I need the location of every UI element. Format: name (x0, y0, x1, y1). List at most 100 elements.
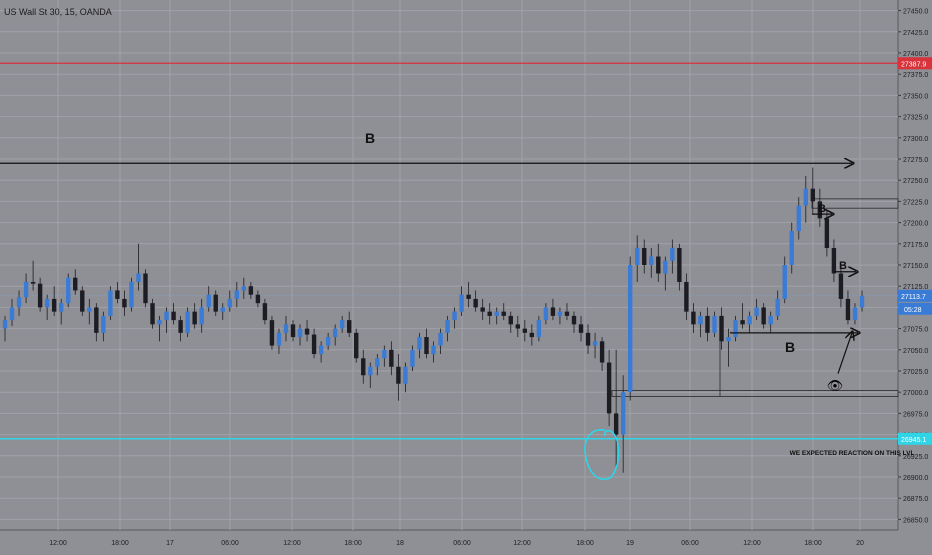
candle-body (347, 320, 352, 333)
candle-body (859, 295, 865, 308)
candle-body (248, 286, 254, 295)
candle-body (30, 281, 36, 284)
candle-body (529, 332, 535, 338)
candle-body (318, 345, 324, 355)
candle-body (108, 290, 113, 316)
b-symbol: B (365, 130, 375, 146)
candle-body (754, 307, 759, 316)
candle-body (122, 298, 127, 308)
y-tick-label: 26900.0 (903, 475, 928, 482)
y-tick-label: 26975.0 (903, 411, 928, 418)
candle-body (768, 315, 773, 325)
highlight-circle (584, 429, 620, 480)
x-tick-label: 06:00 (681, 540, 699, 547)
y-tick-label: 27050.0 (903, 348, 928, 355)
candle-body (255, 294, 261, 304)
candle-body (620, 392, 626, 435)
candle-body (206, 294, 211, 308)
x-tick-label: 12:00 (513, 540, 531, 547)
y-tick-label: 27350.0 (903, 93, 928, 100)
candle-body (37, 283, 43, 308)
candle-body (192, 311, 197, 325)
candle-body (487, 311, 492, 316)
candle-body (677, 248, 682, 282)
candle-body (129, 281, 134, 308)
candle-body (845, 298, 851, 321)
candle-body (262, 303, 268, 321)
candle-body (670, 248, 675, 261)
candle-body (101, 315, 106, 333)
candle-body (642, 248, 647, 265)
candle-body (838, 273, 844, 299)
x-tick-label: 06:00 (453, 540, 471, 547)
candle-body (136, 273, 141, 282)
countdown-tag: 05:28 (904, 307, 922, 314)
candle-body (747, 315, 752, 325)
candle-body (543, 307, 549, 321)
candle-body (585, 332, 591, 346)
y-tick-label: 27425.0 (903, 30, 928, 37)
candle-body (480, 307, 485, 312)
candle-body (803, 188, 809, 206)
candle-body (157, 320, 162, 325)
x-tick-label: 12:00 (49, 540, 67, 547)
candle-body (459, 294, 464, 312)
y-tick-label: 27000.0 (903, 390, 928, 397)
y-tick-label: 27375.0 (903, 72, 928, 79)
candle-body (684, 281, 689, 312)
y-tick-label: 26875.0 (903, 496, 928, 503)
b-symbol: B (785, 339, 795, 355)
zone-note: WE EXPECTED REACTION ON THIS LVL (790, 450, 915, 457)
candle-body (150, 303, 155, 325)
candle-body (171, 311, 176, 321)
candle-body (473, 298, 478, 308)
candle-body (656, 256, 661, 274)
b-symbol: B (818, 203, 826, 215)
candle-body (73, 277, 78, 291)
candle-body (705, 315, 710, 333)
top-zone-box (811, 198, 899, 209)
x-tick-label: 18:00 (576, 540, 594, 547)
candle-body (276, 332, 282, 346)
cyan-price-tag-bg (898, 432, 932, 445)
candle-body (424, 337, 429, 355)
red-price-tag-bg (898, 57, 932, 70)
candle-body (740, 320, 745, 325)
y-tick-label: 27250.0 (903, 178, 928, 185)
candle-body (23, 281, 29, 298)
bottom-zone-box (611, 390, 899, 397)
y-tick-label: 27175.0 (903, 242, 928, 249)
candle-body (185, 311, 190, 333)
y-tick-label: 27275.0 (903, 157, 928, 164)
candle-body (550, 307, 556, 316)
y-tick-label: 27400.0 (903, 51, 928, 58)
candle-body (304, 328, 310, 335)
candle-body (51, 298, 57, 312)
candle-body (325, 337, 331, 346)
candle-body (199, 307, 204, 325)
x-tick-label: 06:00 (221, 540, 239, 547)
current-price-tag: 27113.7 (901, 294, 926, 301)
candle-body (494, 311, 499, 316)
candle-body (578, 324, 584, 333)
candle-body (557, 311, 563, 316)
candle-body (592, 341, 598, 346)
candle-body (269, 320, 275, 346)
candle-body (354, 332, 359, 359)
candle-body (726, 337, 731, 342)
candle-body (375, 358, 380, 367)
candle-body (80, 290, 85, 312)
candle-body (564, 311, 570, 316)
b-symbol: B (839, 260, 847, 272)
candle-body (691, 311, 696, 325)
x-tick-label: 18:00 (111, 540, 129, 547)
candle-body (452, 311, 457, 321)
candle-body (164, 311, 169, 321)
current-price-tag-bg (898, 289, 932, 302)
x-tick-label: 12:00 (283, 540, 301, 547)
candle-body (698, 315, 703, 325)
candle-body (761, 307, 766, 325)
candle-body (775, 298, 780, 316)
